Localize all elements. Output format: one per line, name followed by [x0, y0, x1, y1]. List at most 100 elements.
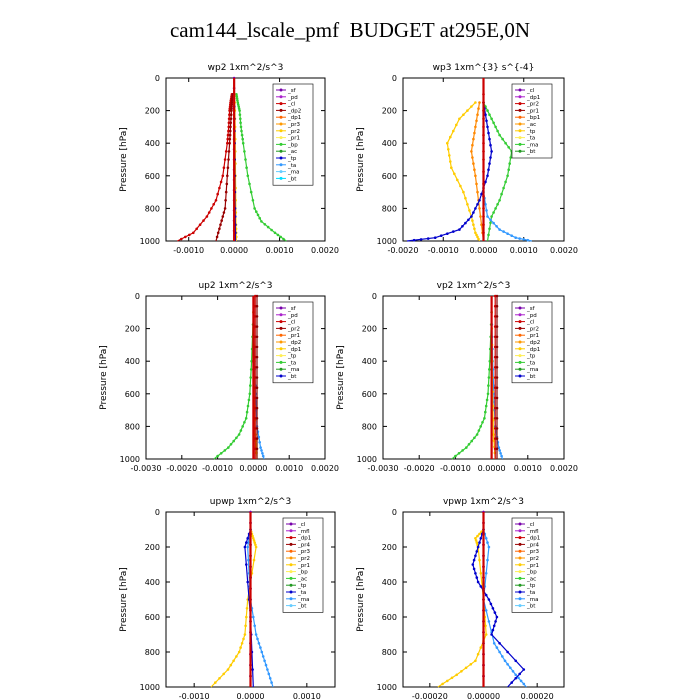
series-point: [477, 107, 480, 110]
y-tick-label: 1000: [377, 683, 397, 692]
series-point: [257, 642, 261, 645]
series-point: [230, 109, 233, 112]
series-point: [502, 230, 505, 233]
x-tick-label: 0.00000: [467, 692, 500, 700]
series-point: [455, 123, 458, 127]
series-point: [245, 166, 248, 169]
legend-entry: _cl: [526, 88, 535, 94]
series-point: [487, 168, 490, 171]
series-point: [478, 199, 481, 202]
series-point: [467, 218, 470, 222]
series-point: [230, 103, 234, 106]
x-tick-label: 0.0000: [470, 246, 498, 255]
series-point: [229, 125, 232, 129]
series-point: [259, 646, 262, 649]
series-point: [243, 633, 247, 636]
legend-entry: _bp: [526, 570, 537, 576]
legend-marker: [518, 367, 522, 371]
legend-entry: _ta: [287, 163, 296, 169]
series-point: [188, 233, 191, 237]
series-point: [485, 209, 488, 212]
series-point: [222, 672, 225, 676]
legend-entry: _ac: [297, 576, 307, 582]
plot-frame: [382, 295, 565, 460]
legend-marker: [289, 529, 293, 533]
series-point: [253, 447, 257, 451]
series-point: [522, 238, 526, 241]
series-point: [254, 543, 257, 547]
series-point: [226, 141, 229, 145]
legend-entry: _tp: [526, 583, 536, 589]
series-point: [504, 180, 507, 184]
legend-entry: _sf: [287, 306, 297, 312]
legend-marker: [518, 522, 522, 526]
legend-marker: [279, 108, 283, 112]
y-tick-label: 800: [125, 422, 140, 431]
legend-marker: [279, 163, 283, 167]
series-point: [488, 162, 491, 165]
legend-entry: _cl: [526, 320, 535, 326]
series-point: [452, 230, 455, 233]
x-tick-label: 0.0000: [220, 246, 248, 255]
series-point: [474, 101, 477, 104]
series-point: [471, 156, 474, 159]
series-point: [498, 228, 501, 231]
series-point: [490, 215, 493, 218]
series-point: [493, 304, 497, 308]
series-point: [509, 666, 512, 670]
series-point: [476, 113, 479, 116]
series-point: [214, 681, 217, 684]
series-point: [493, 376, 497, 379]
legend-entry: _pr1: [526, 333, 539, 339]
series-point: [494, 125, 497, 129]
series-point: [493, 335, 497, 339]
legend-entry: _dp2: [526, 340, 540, 346]
series-point: [257, 435, 261, 439]
series-point: [461, 225, 464, 228]
series-point: [261, 655, 265, 658]
series-point: [253, 366, 257, 369]
legend-entry: _pr1: [297, 563, 310, 569]
series-point: [219, 223, 222, 226]
legend-marker: [518, 149, 522, 153]
legend-entry: _pr4: [297, 542, 311, 548]
legend-marker: [518, 576, 522, 580]
series-point: [226, 133, 230, 137]
y-tick-label: 600: [362, 390, 377, 399]
x-tick-label: -0.0020: [166, 464, 197, 473]
series-point: [255, 366, 259, 369]
legend-entry: _dp2: [287, 340, 301, 346]
series-point: [221, 215, 225, 218]
panel-title: wp3 1xm^{3} s^{-4}: [433, 63, 535, 73]
x-tick-label: -0.0010: [428, 246, 459, 255]
series-point: [246, 404, 250, 408]
series-point: [458, 117, 461, 121]
series-point: [466, 203, 469, 206]
legend-marker: [289, 583, 293, 587]
legend-marker: [518, 360, 522, 364]
series-point: [253, 427, 257, 430]
series-point: [472, 137, 475, 141]
series-point: [207, 211, 211, 214]
legend-marker: [279, 306, 283, 310]
series-point: [487, 620, 491, 623]
series-point: [495, 376, 499, 379]
series-point: [246, 174, 250, 178]
series-point: [224, 150, 228, 153]
legend-marker: [289, 556, 293, 560]
series-point: [254, 633, 258, 636]
series-point: [495, 427, 499, 430]
legend-entry: _bt: [297, 604, 307, 610]
series-point: [235, 655, 238, 658]
y-axis-label: Pressure [hPa]: [356, 127, 366, 192]
series-point: [227, 121, 231, 125]
series-point: [495, 615, 499, 619]
series-point: [473, 168, 476, 171]
y-tick-label: 1000: [377, 237, 397, 246]
series-line-dp1: [213, 312, 254, 460]
series-point: [476, 203, 479, 206]
legend-entry: _pd: [287, 313, 298, 319]
legend-entry: _ma: [526, 142, 538, 148]
series-point: [261, 452, 264, 455]
x-tick-label: 0.0010: [510, 246, 538, 255]
